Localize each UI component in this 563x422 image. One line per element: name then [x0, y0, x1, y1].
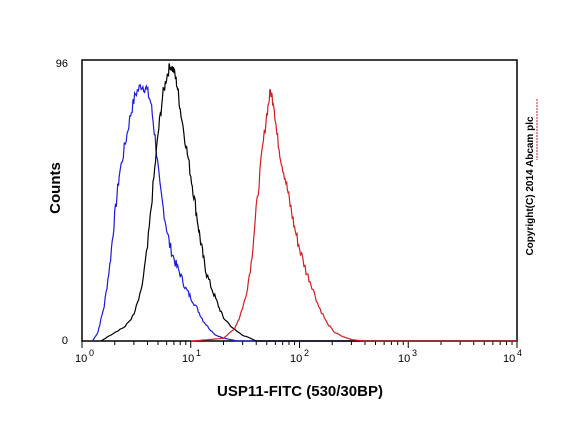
x-tick-label-3: 10 3 — [398, 348, 417, 365]
svg-text:10: 10 — [290, 353, 302, 365]
series-layer — [91, 63, 517, 342]
x-minor-ticks — [114, 341, 513, 345]
x-tick-label-1: 10 1 — [182, 348, 201, 365]
svg-text:10: 10 — [182, 353, 194, 365]
y-tick-label-max: 96 — [56, 58, 68, 70]
svg-text:0: 0 — [89, 348, 94, 358]
plot-frame — [81, 59, 518, 342]
svg-text:10: 10 — [75, 353, 87, 365]
svg-text:4: 4 — [517, 348, 522, 358]
series-line-2 — [190, 88, 517, 342]
x-tick-label-2: 10 2 — [290, 348, 309, 365]
svg-text:10: 10 — [503, 353, 515, 365]
series-line-0 — [91, 83, 517, 342]
svg-text:10: 10 — [398, 353, 410, 365]
svg-text:3: 3 — [412, 348, 417, 358]
copyright-annotation: Copyright(C) 2014 Abcam plc — [525, 116, 536, 256]
x-tick-label-4: 10 4 — [503, 348, 522, 365]
x-major-ticks — [81, 341, 518, 348]
svg-text:2: 2 — [304, 348, 309, 358]
series-line-1 — [100, 63, 517, 342]
y-axis-title: Counts — [47, 162, 64, 214]
x-axis-title: USP11-FITC (530/30BP) — [217, 383, 383, 400]
x-tick-label-0: 10 0 — [75, 348, 94, 365]
svg-text:1: 1 — [196, 348, 201, 358]
y-tick-label-zero: 0 — [62, 335, 68, 347]
